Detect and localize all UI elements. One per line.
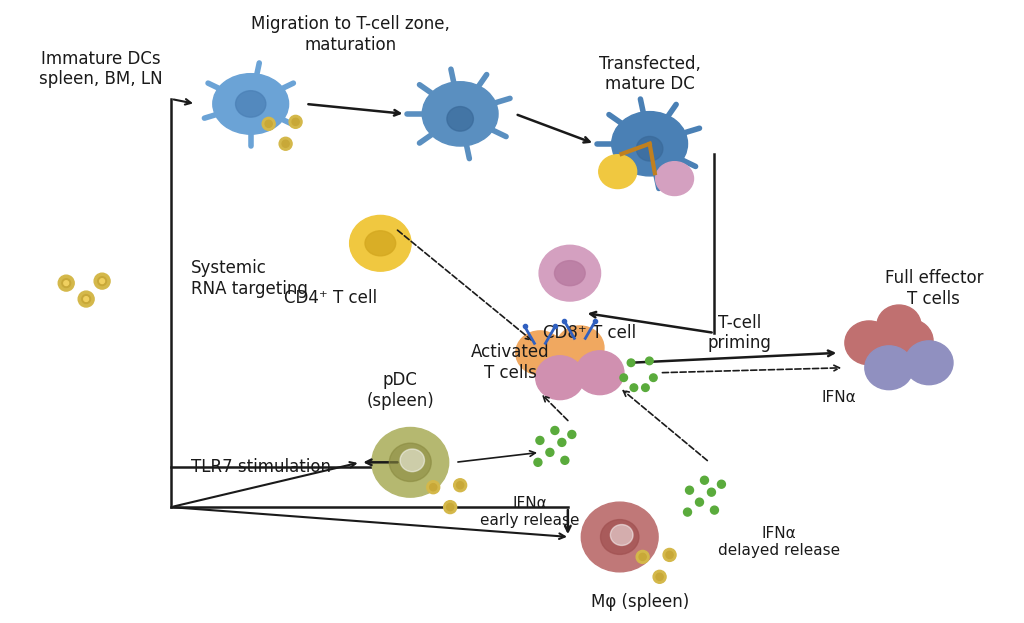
Circle shape <box>289 115 302 128</box>
Circle shape <box>711 506 719 514</box>
Circle shape <box>282 140 289 147</box>
Circle shape <box>446 503 454 511</box>
Ellipse shape <box>599 155 637 189</box>
Circle shape <box>265 120 272 127</box>
Text: Mφ (spleen): Mφ (spleen) <box>591 592 689 611</box>
Circle shape <box>262 117 275 130</box>
Circle shape <box>292 118 299 125</box>
Circle shape <box>58 275 74 291</box>
Text: Migration to T-cell zone,
maturation: Migration to T-cell zone, maturation <box>251 15 450 54</box>
Circle shape <box>645 357 653 364</box>
Text: IFNα
delayed release: IFNα delayed release <box>718 526 841 558</box>
Ellipse shape <box>582 502 658 572</box>
Ellipse shape <box>236 91 266 117</box>
Circle shape <box>666 551 673 558</box>
Circle shape <box>280 137 292 150</box>
Circle shape <box>718 480 725 488</box>
Ellipse shape <box>446 107 473 131</box>
Ellipse shape <box>389 443 431 482</box>
Circle shape <box>61 278 71 287</box>
Text: TLR7 stimulation: TLR7 stimulation <box>190 459 331 477</box>
Circle shape <box>82 295 90 303</box>
Ellipse shape <box>556 326 604 369</box>
Circle shape <box>443 501 457 513</box>
Circle shape <box>685 486 693 494</box>
Text: CD4⁺ T cell: CD4⁺ T cell <box>284 289 377 307</box>
Circle shape <box>97 277 106 285</box>
Circle shape <box>664 548 676 561</box>
Circle shape <box>649 374 657 381</box>
Text: T-cell
priming: T-cell priming <box>708 313 771 352</box>
Ellipse shape <box>213 74 289 134</box>
Ellipse shape <box>865 346 913 389</box>
Ellipse shape <box>516 331 564 374</box>
Ellipse shape <box>536 356 584 399</box>
Text: Systemic
RNA targeting: Systemic RNA targeting <box>190 259 308 298</box>
Ellipse shape <box>610 525 633 546</box>
Circle shape <box>99 278 104 283</box>
Circle shape <box>558 439 566 447</box>
Ellipse shape <box>400 449 425 472</box>
Ellipse shape <box>636 136 663 161</box>
Circle shape <box>636 551 649 563</box>
Ellipse shape <box>655 162 693 196</box>
Circle shape <box>84 297 88 302</box>
Circle shape <box>642 384 649 391</box>
Circle shape <box>534 459 542 466</box>
Circle shape <box>561 457 569 464</box>
Circle shape <box>620 374 628 381</box>
Ellipse shape <box>365 231 395 256</box>
Ellipse shape <box>539 245 600 301</box>
Ellipse shape <box>600 520 639 554</box>
Circle shape <box>78 291 94 307</box>
Circle shape <box>628 359 635 366</box>
Text: pDC
(spleen): pDC (spleen) <box>367 371 434 410</box>
Ellipse shape <box>611 112 687 176</box>
Circle shape <box>63 281 69 285</box>
Circle shape <box>94 273 111 289</box>
Text: IFNα: IFNα <box>821 390 856 405</box>
Circle shape <box>551 427 559 434</box>
Ellipse shape <box>575 351 624 394</box>
Text: Full effector
T cells: Full effector T cells <box>885 269 983 308</box>
Circle shape <box>630 384 638 391</box>
Text: IFNα
early release: IFNα early release <box>480 496 580 528</box>
Circle shape <box>454 478 467 492</box>
Ellipse shape <box>845 321 893 364</box>
Circle shape <box>430 483 437 491</box>
Circle shape <box>653 570 666 583</box>
Ellipse shape <box>422 82 498 146</box>
Ellipse shape <box>877 305 921 345</box>
Circle shape <box>639 553 646 561</box>
Circle shape <box>457 482 464 489</box>
Ellipse shape <box>885 319 933 363</box>
Circle shape <box>695 498 703 506</box>
Circle shape <box>656 573 664 581</box>
Circle shape <box>708 488 716 496</box>
Text: Immature DCs
spleen, BM, LN: Immature DCs spleen, BM, LN <box>39 50 163 88</box>
Ellipse shape <box>372 427 449 497</box>
Circle shape <box>536 437 544 444</box>
Ellipse shape <box>554 260 585 286</box>
Text: Transfected,
mature DC: Transfected, mature DC <box>599 55 700 93</box>
Circle shape <box>546 449 554 457</box>
Text: CD8⁺ T cell: CD8⁺ T cell <box>543 324 636 342</box>
Circle shape <box>700 476 709 484</box>
Text: Activated
T cells: Activated T cells <box>471 343 549 382</box>
Ellipse shape <box>349 216 411 271</box>
Circle shape <box>427 481 439 493</box>
Ellipse shape <box>905 341 953 384</box>
Circle shape <box>684 508 691 516</box>
Circle shape <box>568 430 575 439</box>
